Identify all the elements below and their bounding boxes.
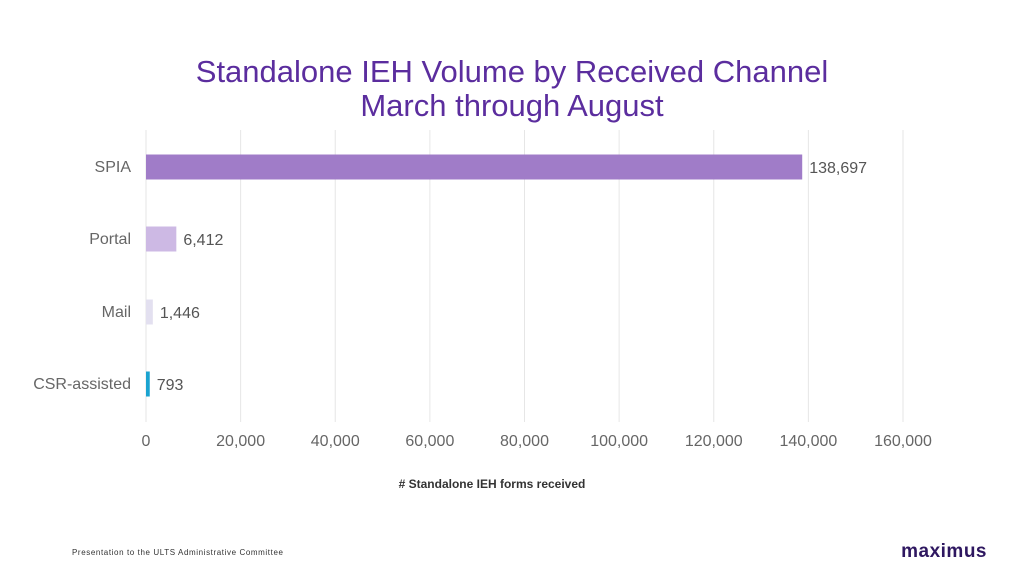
x-tick-label: 100,000 — [590, 433, 648, 450]
x-tick-label: 120,000 — [685, 433, 743, 450]
x-tick-label: 160,000 — [874, 433, 932, 450]
chart-title-line2: March through August — [360, 88, 664, 123]
x-axis-label: # Standalone IEH forms received — [398, 477, 586, 491]
x-tick-label: 20,000 — [216, 433, 265, 450]
chart-title-line1: Standalone IEH Volume by Received Channe… — [195, 54, 829, 89]
x-tick-label: 60,000 — [405, 433, 454, 450]
x-tick-label: 0 — [142, 433, 151, 450]
category-label: SPIA — [95, 159, 132, 176]
x-tick-label: 80,000 — [500, 433, 549, 450]
bar — [146, 371, 150, 397]
bar — [146, 154, 803, 180]
category-label: CSR-assisted — [33, 376, 131, 393]
data-label: 6,412 — [183, 232, 223, 249]
data-label: 138,697 — [809, 160, 867, 177]
footer-presentation-text: Presentation to the ULTS Administrative … — [72, 548, 284, 557]
x-tick-label: 40,000 — [311, 433, 360, 450]
data-label: 1,446 — [160, 305, 200, 322]
category-label: Portal — [89, 231, 131, 248]
bar — [146, 299, 153, 325]
bar — [146, 226, 177, 252]
maximus-logo: maximus — [901, 541, 987, 562]
x-tick-label: 140,000 — [779, 433, 837, 450]
category-label: Mail — [102, 304, 131, 321]
data-label: 793 — [157, 377, 184, 394]
